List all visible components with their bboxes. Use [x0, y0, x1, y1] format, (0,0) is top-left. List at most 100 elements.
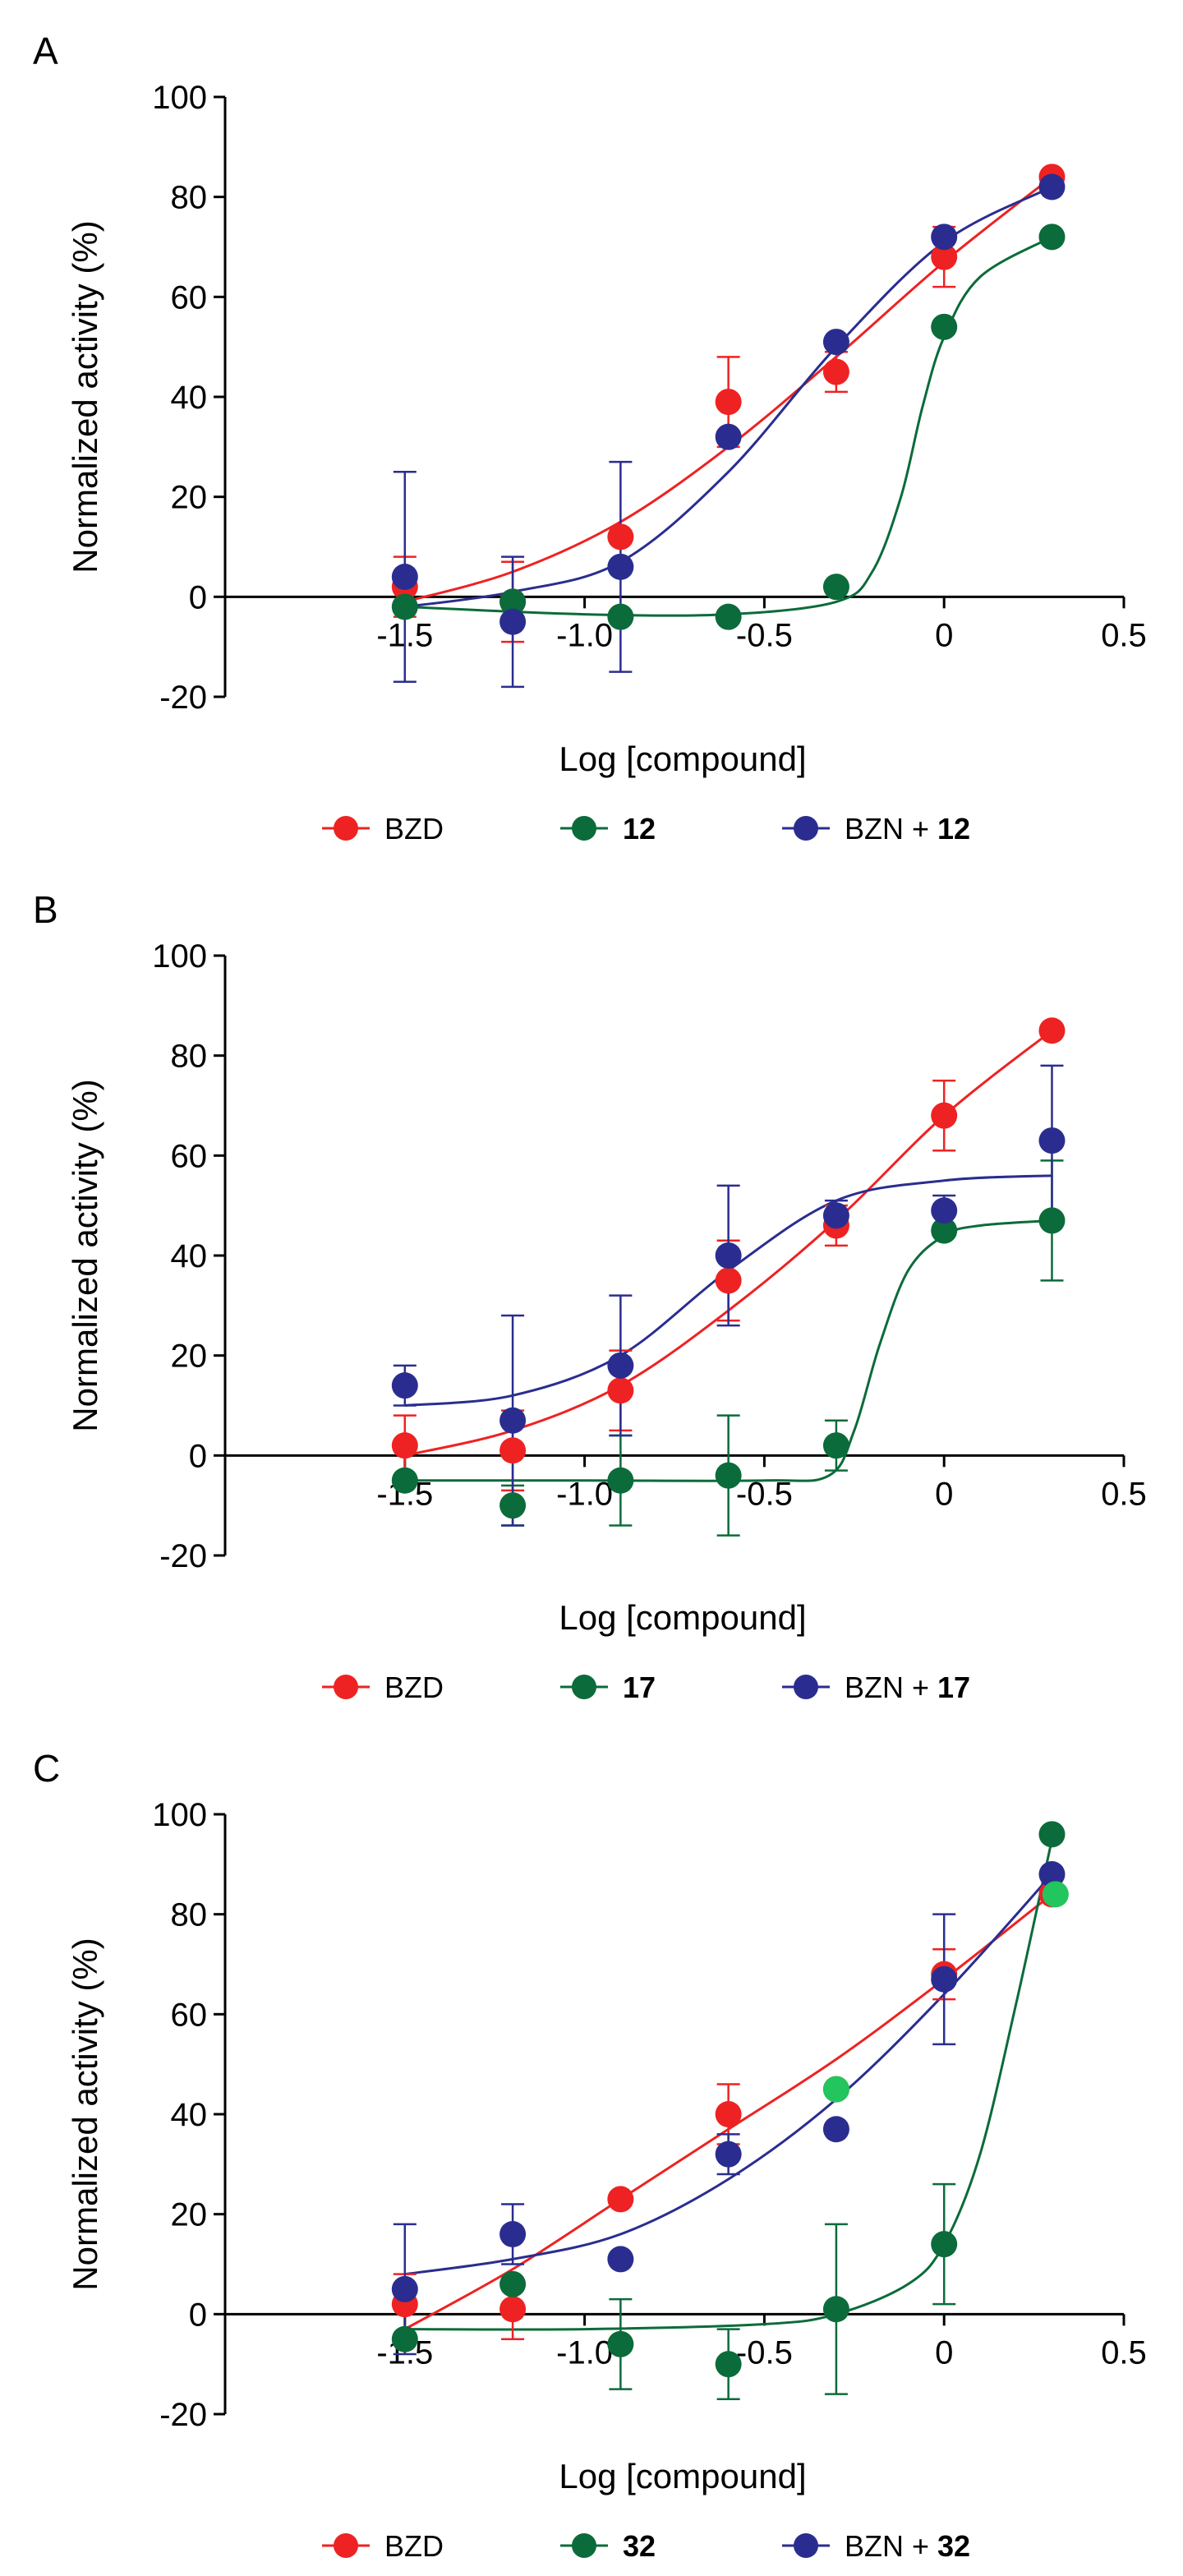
fit-curve-cmp — [404, 235, 1053, 617]
legend-marker — [794, 816, 818, 841]
data-point-bzd — [822, 358, 849, 385]
data-point-bzd — [607, 2186, 634, 2213]
data-point-cmp — [607, 2330, 634, 2357]
legend-marker — [572, 2533, 596, 2558]
data-point-bzn — [822, 329, 849, 356]
data-point-bzd — [931, 1102, 958, 1129]
data-point-bzn — [715, 423, 742, 450]
panel-label: B — [33, 888, 58, 931]
legend-label: BZN + 12 — [845, 812, 970, 846]
y-axis-label: Normalized activity (%) — [66, 220, 104, 573]
legend-marker — [794, 2533, 818, 2558]
y-tick-label: 20 — [171, 480, 208, 516]
legend-entry-bzd: BZD — [322, 1670, 444, 1704]
x-tick-label: 0 — [935, 1476, 953, 1512]
legend-label: BZD — [384, 812, 444, 846]
data-point-bzd — [715, 2101, 742, 2127]
x-tick-label: 0 — [935, 617, 953, 653]
y-axis-label: Normalized activity (%) — [66, 1079, 104, 1431]
data-point-bzn — [931, 1965, 958, 1993]
data-point-bzn — [1038, 173, 1066, 200]
x-tick-label: 0.5 — [1101, 1476, 1147, 1512]
data-point-bzn — [607, 2246, 634, 2273]
data-point-bzn — [607, 553, 634, 580]
data-point-bzn — [931, 223, 958, 251]
data-point-bzn — [715, 2141, 742, 2168]
data-point-cmp — [391, 2325, 418, 2353]
legend-label: 32 — [623, 2529, 656, 2563]
y-axis-label: Normalized activity (%) — [66, 1938, 104, 2290]
data-point-bzd — [499, 1437, 527, 1464]
data-point-bzn — [391, 1372, 418, 1399]
y-tick-label: 60 — [171, 279, 208, 316]
y-tick-label: 100 — [152, 938, 207, 975]
x-tick-label: -1.0 — [556, 1476, 613, 1512]
y-tick-label: 100 — [152, 1797, 207, 1833]
data-point-highlight — [822, 2076, 849, 2103]
data-point-cmp — [391, 593, 418, 620]
data-point-cmp — [1038, 223, 1066, 251]
data-point-bzn — [1038, 1127, 1066, 1154]
data-point-bzd — [715, 1267, 742, 1294]
data-point-cmp — [1038, 1207, 1066, 1234]
x-axis-label: Log [compound] — [559, 1598, 806, 1637]
data-point-cmp — [1038, 1821, 1066, 1848]
x-tick-label: -0.5 — [736, 617, 793, 653]
legend-marker — [572, 816, 596, 841]
data-point-cmp — [607, 1467, 634, 1494]
legend-label: BZD — [384, 1670, 444, 1704]
y-tick-label: 100 — [152, 80, 207, 116]
legend-label: BZD — [384, 2529, 444, 2563]
y-tick-label: -20 — [159, 680, 207, 716]
legend-entry-bzd: BZD — [322, 2529, 444, 2563]
panel-b: B -20 0 20 40 60 80 100 -1.5 -1.0 -0.5 0 0.5 Log [com… — [0, 859, 1183, 1717]
x-tick-label: 0.5 — [1101, 617, 1147, 653]
x-axis-label: Log [compound] — [559, 2457, 806, 2495]
fit-curve-cmp — [404, 1839, 1053, 2331]
y-tick-label: 20 — [171, 1339, 208, 1375]
legend-entry-cmp: 12 — [560, 812, 656, 846]
data-point-bzn — [499, 2221, 527, 2247]
data-point-cmp — [931, 2231, 958, 2258]
legend-entry-bzn: BZN + 12 — [782, 812, 970, 846]
x-axis-label: Log [compound] — [559, 740, 806, 778]
y-tick-label: 80 — [171, 180, 208, 216]
data-point-bzd — [1038, 1017, 1066, 1044]
y-tick-label: 0 — [189, 2297, 207, 2333]
data-point-cmp — [822, 574, 849, 601]
legend-marker — [334, 816, 358, 841]
x-tick-label: -1.0 — [556, 2334, 613, 2371]
y-tick-label: 40 — [171, 1238, 208, 1274]
y-tick-label: 0 — [189, 1438, 207, 1474]
panel-a: A -20 0 20 40 60 80 100 -1.5 -1.0 -0.5 0 0.5 Log [com… — [0, 0, 1183, 859]
data-point-bzd — [931, 243, 958, 270]
y-tick-label: 20 — [171, 2197, 208, 2233]
panel-c: C -20 0 20 40 60 80 100 -1.5 -1.0 -0.5 0 0.5 Log [com… — [0, 1717, 1183, 2576]
data-point-bzn — [391, 2275, 418, 2302]
data-point-bzd — [715, 389, 742, 416]
y-tick-label: 40 — [171, 2097, 208, 2133]
data-point-cmp — [499, 2270, 527, 2297]
legend-label: BZN + 32 — [845, 2529, 970, 2563]
legend-entry-bzn: BZN + 17 — [782, 1670, 970, 1704]
x-tick-label: -1.0 — [556, 617, 613, 653]
panel-label: C — [33, 1747, 60, 1790]
fit-curve-bzn — [404, 1873, 1053, 2276]
data-point-bzd — [607, 1377, 634, 1404]
legend-marker — [334, 2533, 358, 2558]
legend-entry-cmp: 32 — [560, 2529, 656, 2563]
data-point-bzd — [499, 2296, 527, 2323]
x-tick-label: -0.5 — [736, 2334, 793, 2371]
y-tick-label: 0 — [189, 579, 207, 615]
data-point-cmp — [715, 603, 742, 630]
data-point-bzd — [607, 523, 634, 551]
data-point-cmp — [715, 2351, 742, 2378]
legend-marker — [794, 1675, 818, 1699]
x-tick-label: 0.5 — [1101, 2334, 1147, 2371]
data-point-bzn — [931, 1197, 958, 1224]
legend-label: 17 — [623, 1670, 656, 1704]
y-tick-label: 80 — [171, 1897, 208, 1933]
legend-entry-bzd: BZD — [322, 812, 444, 846]
